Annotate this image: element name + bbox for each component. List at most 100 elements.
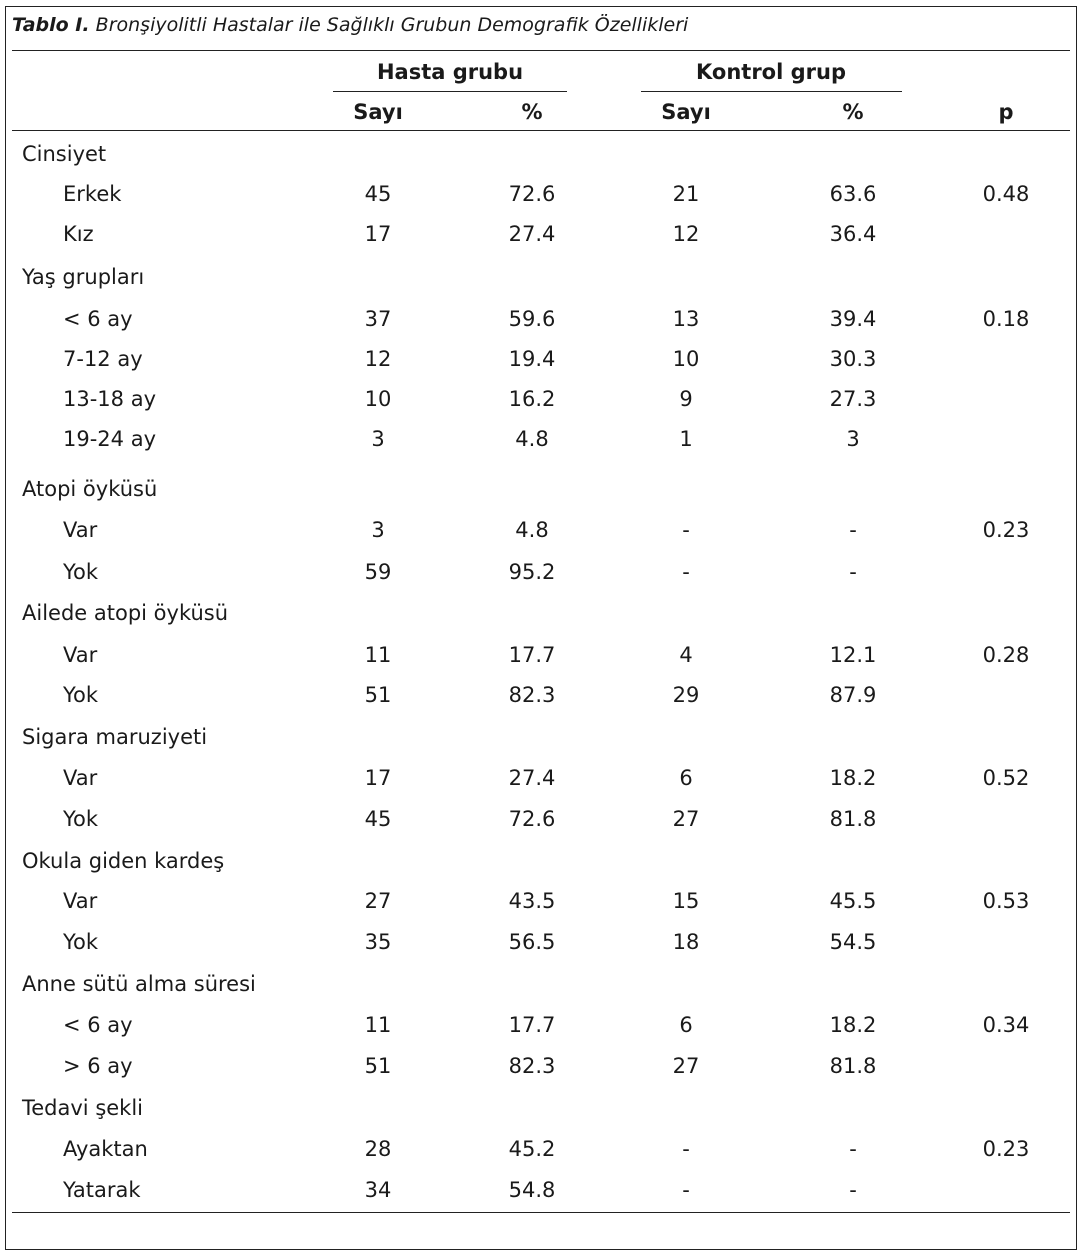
header-rule: [12, 130, 1070, 131]
cell-ks: 10: [672, 347, 700, 371]
cell-p: 0.52: [982, 766, 1030, 790]
cell-hs: 3: [371, 427, 385, 451]
cell-kp: 81.8: [829, 807, 877, 831]
cell-hp: 16.2: [508, 387, 556, 411]
cell-kp: 12.1: [829, 643, 877, 667]
row-sub-label: Var: [63, 643, 98, 667]
row-group-label: Sigara maruziyeti: [22, 725, 208, 749]
cell-hs: 27: [364, 889, 392, 913]
cell-kp: -: [849, 518, 857, 542]
cell-kp: 45.5: [829, 889, 877, 913]
cell-hp: 54.8: [508, 1178, 556, 1202]
cell-p: 0.28: [982, 643, 1030, 667]
row-sub-label: Yok: [63, 930, 99, 954]
cell-hs: 34: [364, 1178, 392, 1202]
cell-ks: 27: [672, 1054, 700, 1078]
cell-hp: 27.4: [508, 222, 556, 246]
cell-hp: 19.4: [508, 347, 556, 371]
row-sub-label: Var: [63, 889, 98, 913]
cell-hp: 17.7: [508, 643, 556, 667]
row-group-label: Yaş grupları: [22, 265, 145, 289]
row-group-label: Okula giden kardeş: [22, 849, 225, 873]
cell-kp: 39.4: [829, 307, 877, 331]
caption-title: Bronşiyolitli Hastalar ile Sağlıklı Grub…: [95, 14, 689, 36]
cell-ks: 18: [672, 930, 700, 954]
row-group-label: Anne sütü alma süresi: [22, 972, 256, 996]
cell-kp: 87.9: [829, 683, 877, 707]
cell-p: 0.18: [982, 307, 1030, 331]
cell-hs: 45: [364, 807, 392, 831]
cell-ks: 27: [672, 807, 700, 831]
cell-p: 0.48: [982, 182, 1030, 206]
row-sub-label: 19-24 ay: [63, 427, 156, 451]
row-sub-label: Yok: [63, 560, 99, 584]
header-sayi-kontrol: Sayı: [661, 100, 711, 124]
cell-hp: 43.5: [508, 889, 556, 913]
cell-hp: 4.8: [515, 518, 549, 542]
header-p: p: [998, 100, 1014, 124]
cell-hp: 72.6: [508, 182, 556, 206]
cell-kp: 30.3: [829, 347, 877, 371]
row-sub-label: Yatarak: [63, 1178, 141, 1202]
hasta-group-rule: [333, 91, 567, 92]
bottom-rule: [12, 1212, 1070, 1213]
cell-ks: -: [682, 560, 690, 584]
header-kontrol-grup: Kontrol grup: [696, 60, 846, 84]
cell-hs: 51: [364, 683, 392, 707]
cell-hp: 27.4: [508, 766, 556, 790]
cell-ks: -: [682, 1137, 690, 1161]
cell-ks: 9: [679, 387, 693, 411]
row-sub-label: Erkek: [63, 182, 122, 206]
cell-hs: 10: [364, 387, 392, 411]
cell-hp: 95.2: [508, 560, 556, 584]
header-hasta-grubu: Hasta grubu: [376, 60, 524, 84]
row-group-label: Cinsiyet: [22, 142, 107, 166]
row-sub-label: 7-12 ay: [63, 347, 143, 371]
header-sayi-hasta: Sayı: [353, 100, 403, 124]
row-sub-label: Var: [63, 518, 98, 542]
cell-hs: 17: [364, 222, 392, 246]
cell-kp: 81.8: [829, 1054, 877, 1078]
cell-p: 0.34: [982, 1013, 1030, 1037]
cell-p: 0.53: [982, 889, 1030, 913]
cell-ks: 12: [672, 222, 700, 246]
row-sub-label: Yok: [63, 807, 99, 831]
cell-hs: 59: [364, 560, 392, 584]
cell-kp: 54.5: [829, 930, 877, 954]
cell-hs: 11: [364, 643, 392, 667]
cell-kp: 18.2: [829, 1013, 877, 1037]
cell-hp: 4.8: [515, 427, 549, 451]
cell-ks: 4: [679, 643, 693, 667]
row-sub-label: Kız: [63, 222, 94, 246]
kontrol-group-rule: [641, 91, 902, 92]
cell-ks: -: [682, 518, 690, 542]
caption-prefix: Tablo I.: [12, 14, 90, 36]
cell-ks: 21: [672, 182, 700, 206]
cell-hs: 45: [364, 182, 392, 206]
cell-kp: -: [849, 1178, 857, 1202]
cell-ks: 1: [679, 427, 693, 451]
row-sub-label: < 6 ay: [63, 1013, 133, 1037]
cell-kp: 3: [846, 427, 860, 451]
cell-hs: 37: [364, 307, 392, 331]
cell-hs: 35: [364, 930, 392, 954]
row-group-label: Tedavi şekli: [22, 1096, 144, 1120]
cell-hs: 11: [364, 1013, 392, 1037]
table-frame: [5, 6, 1077, 1250]
cell-hs: 28: [364, 1137, 392, 1161]
cell-hp: 17.7: [508, 1013, 556, 1037]
cell-hp: 82.3: [508, 1054, 556, 1078]
cell-hp: 45.2: [508, 1137, 556, 1161]
cell-hs: 51: [364, 1054, 392, 1078]
cell-kp: -: [849, 1137, 857, 1161]
top-rule: [12, 50, 1070, 51]
row-sub-label: Ayaktan: [63, 1137, 148, 1161]
cell-hs: 3: [371, 518, 385, 542]
row-group-label: Atopi öyküsü: [22, 477, 158, 501]
cell-hp: 59.6: [508, 307, 556, 331]
cell-kp: 27.3: [829, 387, 877, 411]
row-sub-label: < 6 ay: [63, 307, 133, 331]
cell-kp: 18.2: [829, 766, 877, 790]
row-group-label: Ailede atopi öyküsü: [22, 601, 229, 625]
header-pct-hasta: %: [521, 100, 543, 124]
